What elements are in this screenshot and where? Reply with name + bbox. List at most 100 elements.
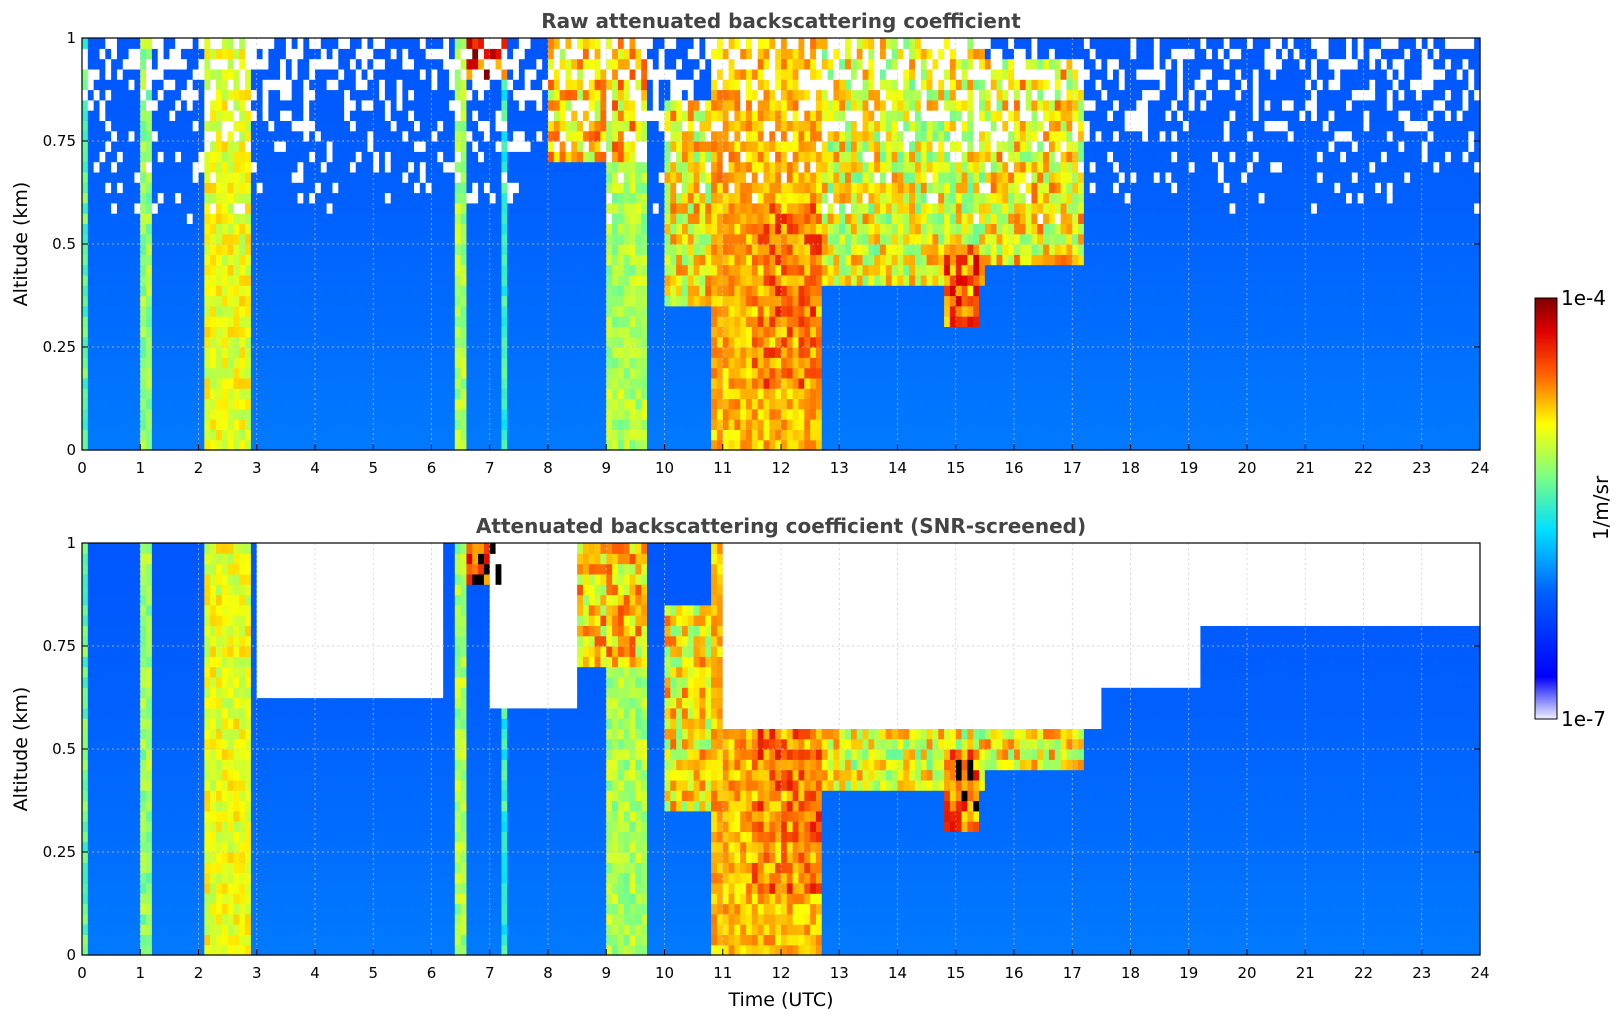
heatmap-cell bbox=[495, 89, 502, 101]
heatmap-cell bbox=[792, 295, 800, 307]
heatmap-cell bbox=[116, 38, 124, 49]
heatmap-cell bbox=[606, 316, 613, 327]
heatmap-cell bbox=[344, 326, 351, 338]
heatmap-cell bbox=[239, 357, 246, 369]
heatmap-cell bbox=[699, 367, 706, 379]
heatmap-cell bbox=[443, 347, 450, 358]
heatmap-cell bbox=[116, 192, 124, 204]
heatmap-cell bbox=[93, 419, 101, 430]
heatmap-cell bbox=[431, 110, 438, 121]
heatmap-cell bbox=[513, 347, 520, 358]
heatmap-cell bbox=[565, 182, 572, 194]
heatmap-cell bbox=[361, 48, 369, 60]
heatmap-cell bbox=[128, 130, 136, 142]
heatmap-cell bbox=[670, 182, 677, 194]
heatmap-cell bbox=[495, 388, 502, 400]
heatmap-cell bbox=[274, 305, 281, 317]
heatmap-cell bbox=[285, 223, 293, 235]
heatmap-cell bbox=[612, 68, 619, 80]
heatmap-cell bbox=[285, 357, 293, 369]
heatmap-cell bbox=[635, 357, 642, 369]
heatmap-cell bbox=[309, 408, 316, 420]
heatmap-cell bbox=[804, 151, 811, 163]
heatmap-cell bbox=[728, 336, 735, 348]
heatmap-cell bbox=[309, 120, 316, 132]
heatmap-cell bbox=[757, 398, 765, 410]
heatmap-cell bbox=[699, 202, 706, 214]
heatmap-cell bbox=[786, 357, 794, 369]
heatmap-cell bbox=[681, 398, 689, 410]
heatmap-cell bbox=[285, 99, 293, 111]
heatmap-cell bbox=[518, 244, 526, 255]
heatmap-cell bbox=[716, 130, 724, 142]
heatmap-cell bbox=[454, 38, 462, 49]
heatmap-cell bbox=[792, 398, 800, 410]
heatmap-cell bbox=[268, 48, 275, 60]
heatmap-cell bbox=[355, 171, 363, 183]
heatmap-cell bbox=[181, 439, 188, 451]
heatmap-cell bbox=[647, 223, 654, 235]
heatmap-cell bbox=[553, 398, 561, 410]
heatmap-cell bbox=[466, 244, 473, 255]
heatmap-cell bbox=[530, 254, 537, 266]
heatmap-cell bbox=[676, 316, 683, 327]
heatmap-cell bbox=[414, 439, 421, 451]
heatmap-cell bbox=[746, 316, 753, 327]
heatmap-cell bbox=[303, 439, 310, 451]
heatmap-cell bbox=[495, 110, 502, 121]
heatmap-cell bbox=[501, 233, 508, 245]
heatmap-cell bbox=[332, 120, 339, 132]
heatmap-cell bbox=[215, 130, 223, 142]
heatmap-cell bbox=[513, 264, 520, 276]
heatmap-cell bbox=[443, 439, 450, 451]
heatmap-cell bbox=[309, 233, 316, 245]
heatmap-cell bbox=[524, 367, 532, 379]
heatmap-cell bbox=[775, 223, 782, 235]
heatmap-cell bbox=[82, 68, 89, 80]
heatmap-cell bbox=[798, 244, 805, 255]
heatmap-cell bbox=[687, 120, 695, 132]
heatmap-cell bbox=[786, 58, 794, 70]
heatmap-cell bbox=[716, 233, 724, 245]
heatmap-cell bbox=[419, 377, 427, 389]
heatmap-cell bbox=[151, 377, 159, 389]
heatmap-cell bbox=[454, 182, 462, 194]
heatmap-cell bbox=[804, 347, 811, 358]
heatmap-cell bbox=[670, 38, 677, 49]
heatmap-cell bbox=[315, 161, 322, 173]
heatmap-cell bbox=[635, 233, 642, 245]
heatmap-cell bbox=[250, 388, 258, 400]
heatmap-cell bbox=[332, 347, 339, 358]
heatmap-cell bbox=[408, 99, 415, 111]
heatmap-cell bbox=[582, 244, 590, 255]
heatmap-cell bbox=[146, 398, 153, 410]
heatmap-cell bbox=[565, 38, 572, 49]
heatmap-cell bbox=[454, 388, 462, 400]
heatmap-cell bbox=[419, 58, 427, 70]
heatmap-cell bbox=[565, 161, 572, 173]
heatmap-cell bbox=[501, 244, 508, 255]
heatmap-cell bbox=[728, 408, 735, 420]
heatmap-cell bbox=[448, 120, 456, 132]
heatmap-cell bbox=[373, 264, 380, 276]
heatmap-cell bbox=[757, 429, 765, 441]
heatmap-cell bbox=[105, 192, 112, 204]
heatmap-cell bbox=[466, 377, 473, 389]
heatmap-cell bbox=[122, 79, 130, 91]
heatmap-cell bbox=[408, 233, 415, 245]
heatmap-cell bbox=[693, 305, 701, 317]
heatmap-cell bbox=[798, 264, 805, 276]
heatmap-cell bbox=[559, 244, 567, 255]
heatmap-cell bbox=[472, 202, 479, 214]
heatmap-cell bbox=[647, 336, 654, 348]
heatmap-cell bbox=[559, 233, 567, 245]
heatmap-cell bbox=[734, 68, 741, 80]
heatmap-cell bbox=[781, 79, 788, 91]
heatmap-cell bbox=[740, 202, 747, 214]
heatmap-cell bbox=[635, 367, 642, 379]
heatmap-cell bbox=[716, 377, 724, 389]
heatmap-cell bbox=[338, 58, 345, 70]
heatmap-cell bbox=[373, 182, 380, 194]
heatmap-cell bbox=[553, 151, 561, 163]
heatmap-cell bbox=[658, 429, 666, 441]
